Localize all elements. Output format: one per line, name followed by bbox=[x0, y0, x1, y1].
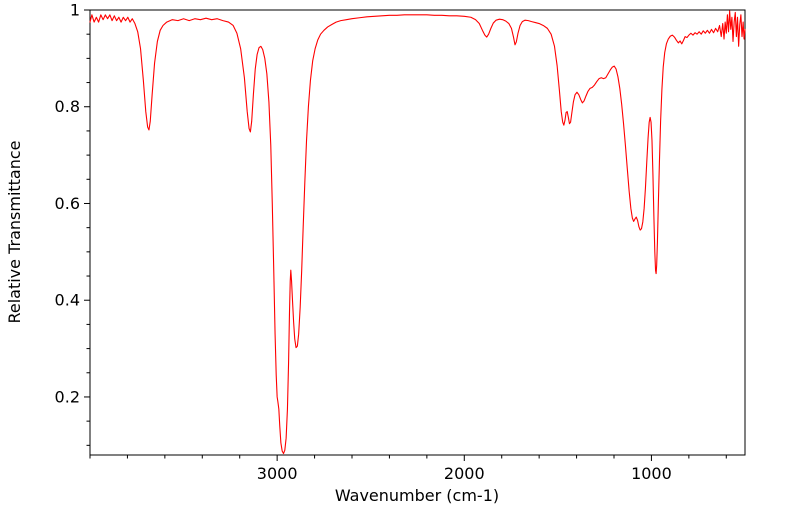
y-tick-label: 0.4 bbox=[55, 291, 80, 310]
plot-frame bbox=[89, 9, 746, 456]
y-tick-label: 0.6 bbox=[55, 194, 80, 213]
y-axis-label: Relative Transmittance bbox=[5, 140, 24, 323]
y-tick-label: 1 bbox=[70, 1, 80, 20]
y-tick-label: 0.8 bbox=[55, 97, 80, 116]
spectrum-line bbox=[89, 10, 746, 455]
x-axis-label: Wavenumber (cm-1) bbox=[335, 486, 499, 505]
x-tick-label: 1000 bbox=[631, 464, 672, 483]
x-tick-label: 3000 bbox=[257, 464, 298, 483]
spectrum-series bbox=[89, 10, 746, 455]
y-axis-ticks: 0.2 0.4 0.6 0.8 1 bbox=[55, 1, 90, 406]
x-axis-ticks: 3000 2000 1000 bbox=[257, 455, 672, 483]
x-tick-label: 2000 bbox=[444, 464, 485, 483]
x-minor-ticks bbox=[89, 455, 727, 459]
y-minor-ticks bbox=[86, 33, 90, 446]
y-tick-label: 0.2 bbox=[55, 387, 80, 406]
